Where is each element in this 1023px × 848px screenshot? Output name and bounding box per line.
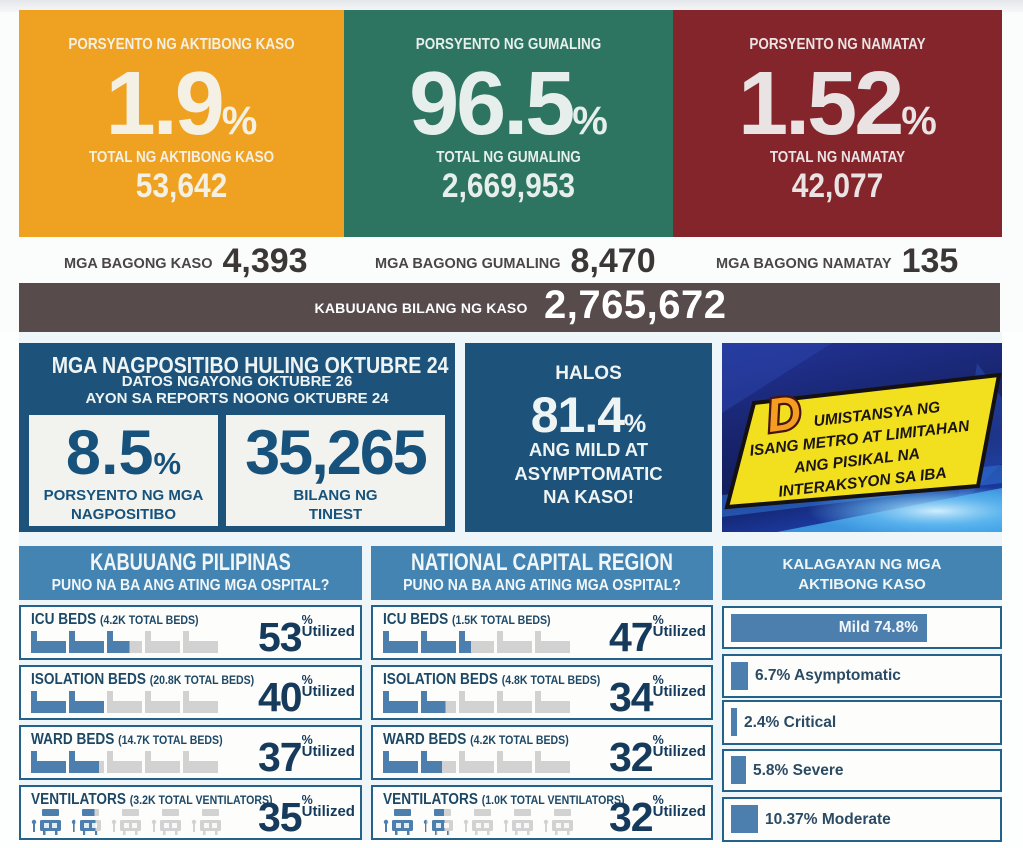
svg-text:D: D: [763, 385, 804, 442]
